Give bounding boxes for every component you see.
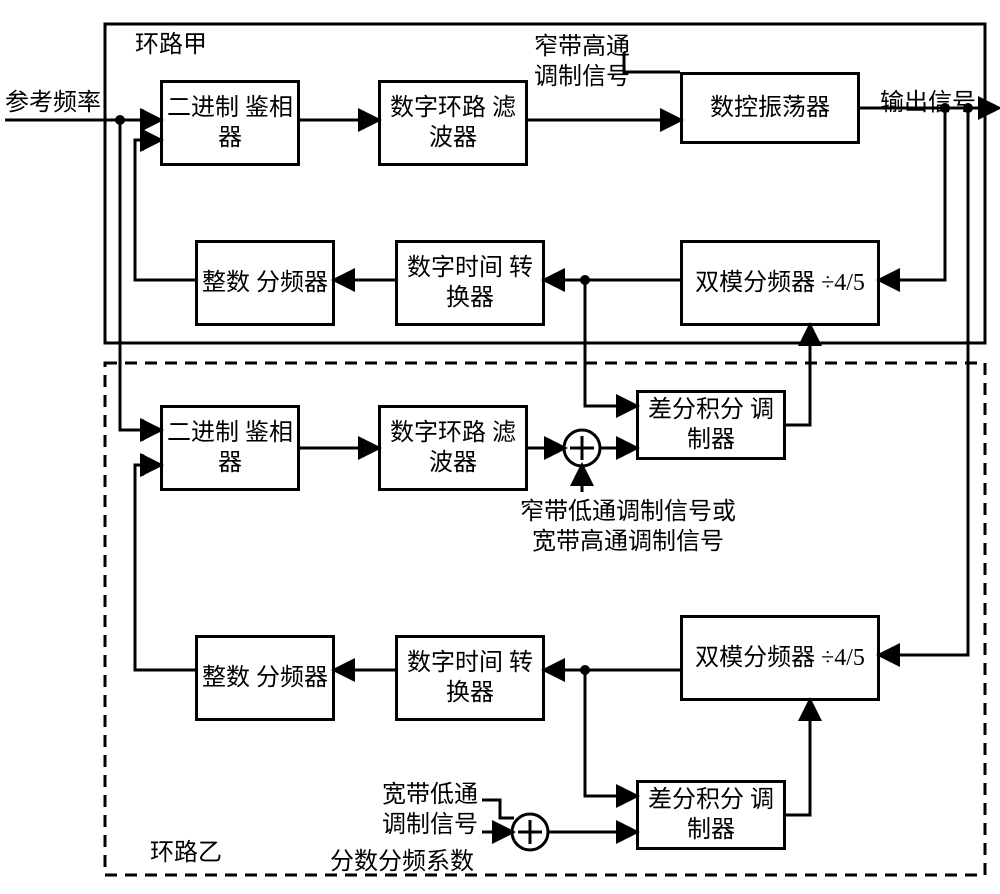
- block-dmd-b: 双模分频器 ÷4/5: [680, 615, 880, 701]
- text: 差分积分 调制器: [643, 395, 779, 455]
- text: 二进制 鉴相器: [167, 418, 293, 478]
- block-idiv-a: 整数 分频器: [195, 240, 335, 326]
- text: 整数 分频器: [202, 268, 328, 298]
- label-frac-coef: 分数分频系数: [330, 847, 474, 877]
- text: 二进制 鉴相器: [167, 93, 293, 153]
- block-dmd-a: 双模分频器 ÷4/5: [680, 240, 880, 326]
- label-midband: 窄带低通调制信号或 宽带高通调制信号: [520, 497, 736, 557]
- block-dlf-a: 数字环路 滤波器: [378, 80, 528, 166]
- text: 数字环路 滤波器: [385, 93, 521, 153]
- summer-a: [564, 430, 600, 466]
- label-loopB: 环路乙: [150, 838, 222, 868]
- block-dsm-a: 差分积分 调制器: [636, 390, 786, 460]
- text: 双模分频器 ÷4/5: [695, 268, 865, 298]
- text: 数字时间 转换器: [402, 253, 538, 313]
- block-dsm-b: 差分积分 调制器: [636, 780, 786, 850]
- label-out-signal: 输出信号: [880, 88, 976, 118]
- label-loopA: 环路甲: [135, 30, 207, 60]
- text: 数字环路 滤波器: [385, 418, 521, 478]
- label-wb-lp-mod: 宽带低通 调制信号: [382, 780, 478, 840]
- block-dtc-a: 数字时间 转换器: [395, 240, 545, 326]
- block-pd-a: 二进制 鉴相器: [160, 80, 300, 166]
- text: 双模分频器 ÷4/5: [695, 643, 865, 673]
- block-nco: 数控振荡器: [680, 72, 860, 144]
- label-ref-freq: 参考频率: [5, 88, 101, 118]
- block-dtc-b: 数字时间 转换器: [395, 635, 545, 721]
- summer-b: [512, 814, 548, 850]
- block-pd-b: 二进制 鉴相器: [160, 405, 300, 491]
- text: 整数 分频器: [202, 663, 328, 693]
- label-nb-hp-mod: 窄带高通 调制信号: [534, 32, 630, 92]
- text: 数控振荡器: [710, 93, 830, 123]
- block-idiv-b: 整数 分频器: [195, 635, 335, 721]
- block-dlf-b: 数字环路 滤波器: [378, 405, 528, 491]
- diagram-stage: 二进制 鉴相器 数字环路 滤波器 数控振荡器 整数 分频器 数字时间 转换器 双…: [0, 0, 1000, 894]
- text: 差分积分 调制器: [643, 785, 779, 845]
- text: 数字时间 转换器: [402, 648, 538, 708]
